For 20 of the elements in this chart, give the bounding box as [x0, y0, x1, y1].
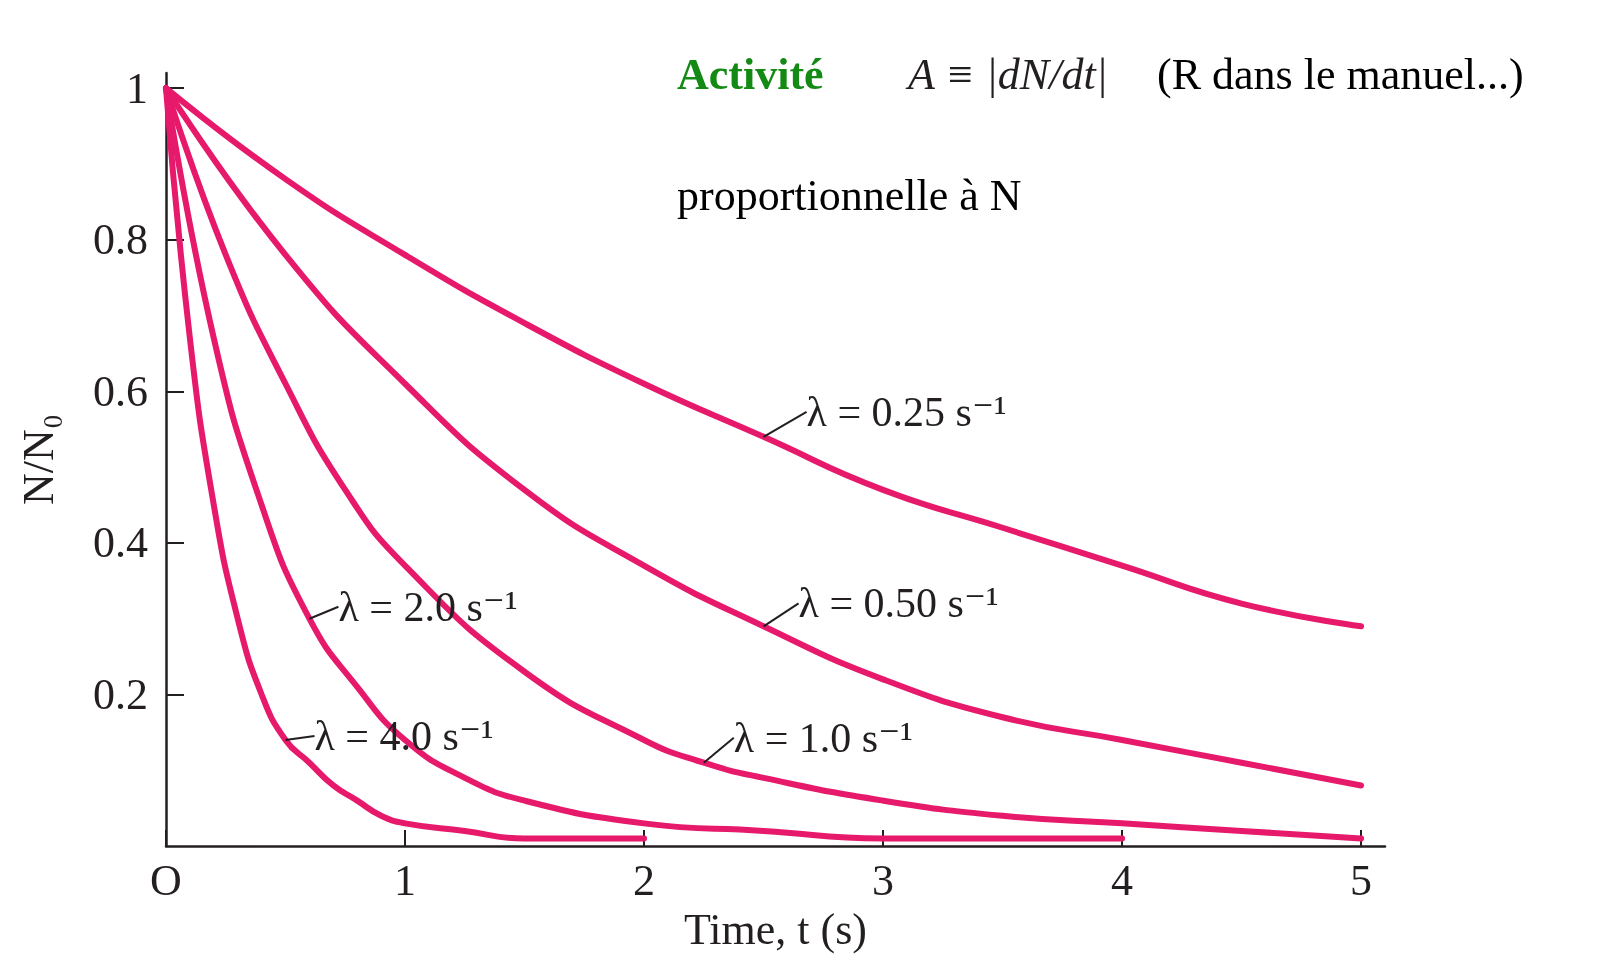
series-label: λ = 1.0 s⁻¹: [733, 714, 913, 761]
y-tick-label: 0.6: [93, 366, 148, 416]
series-label: λ = 0.25 s⁻¹: [806, 388, 1007, 435]
annotation: proportionnelle à N: [677, 170, 1022, 220]
x-tick-label: 5: [1350, 855, 1373, 905]
y-tick-label: 0.8: [93, 215, 148, 265]
annotation: A ≡ |dN/dt|: [905, 49, 1108, 99]
y-tick-label: 0.4: [93, 518, 148, 568]
y-tick-label: 0.2: [93, 670, 148, 720]
x-tick-label: 4: [1111, 855, 1134, 905]
annotation: Activité: [677, 49, 824, 99]
x-axis-title: Time, t (s): [684, 904, 867, 954]
y-tick-label: 1: [126, 63, 148, 113]
series-label: λ = 0.50 s⁻¹: [798, 580, 999, 627]
x-tick-label: 1: [394, 855, 417, 905]
x-tick-label: O: [150, 855, 182, 905]
annotation: (R dans le manuel...): [1157, 49, 1524, 99]
x-tick-label: 3: [872, 855, 895, 905]
y-axis-title: N/N₀: [13, 413, 63, 506]
x-tick-label: 2: [633, 855, 656, 905]
